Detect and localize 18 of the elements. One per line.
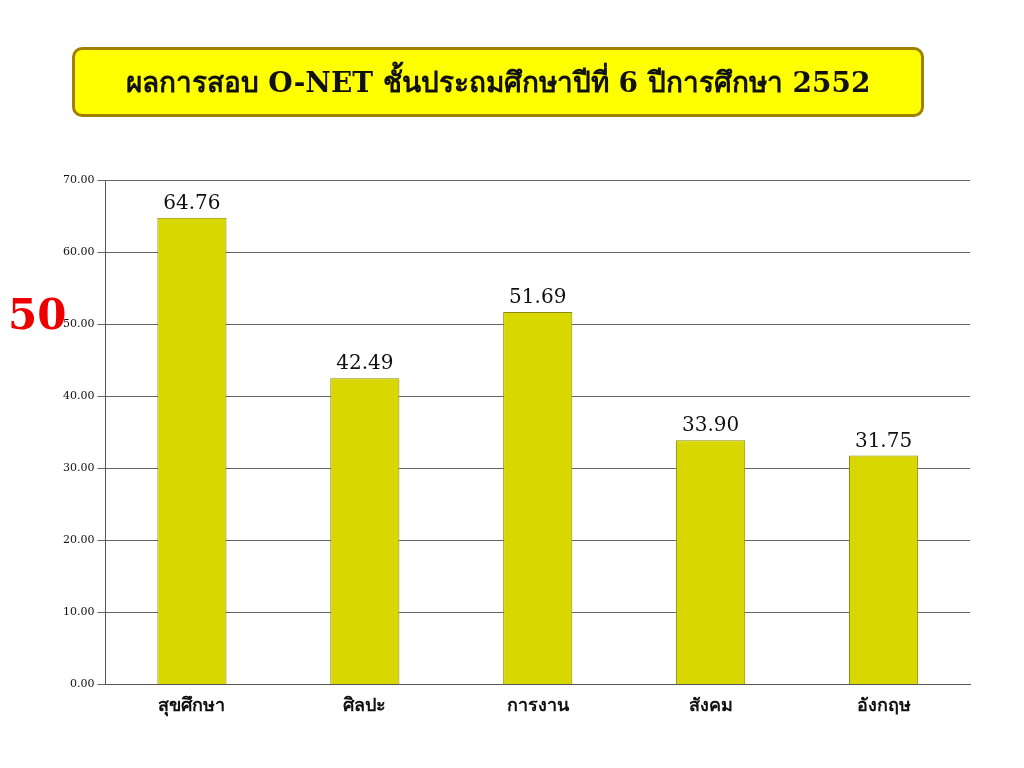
y-tick-label: 30.00 [62,461,95,475]
y-tick-label: 10.00 [62,605,95,619]
x-tick-label: อังกฤษ [856,693,911,715]
data-label: 33.90 [682,412,740,437]
y-tick-label: 60.00 [62,244,95,258]
chart-title: ผลการสอบ O-NET ชั้นประถมศึกษาปีที่ 6 ปีการศึกษา 2552 [72,47,924,117]
y-tick-label: 20.00 [62,533,95,547]
y-tick-label: 70.00 [62,172,95,186]
y-tick-label: 0.00 [69,677,95,691]
data-label: 51.69 [509,284,567,309]
x-tick-label: การงาน [506,693,570,715]
x-tick-label: ศิลปะ [343,693,387,715]
data-label: 42.49 [336,350,394,375]
data-label: 31.75 [854,427,913,452]
y-tick-label: 40.00 [62,389,95,403]
x-tick-label: สุขศึกษา [158,693,226,717]
x-tick-label: สังคม [688,693,733,715]
data-label: 64.76 [163,189,221,214]
